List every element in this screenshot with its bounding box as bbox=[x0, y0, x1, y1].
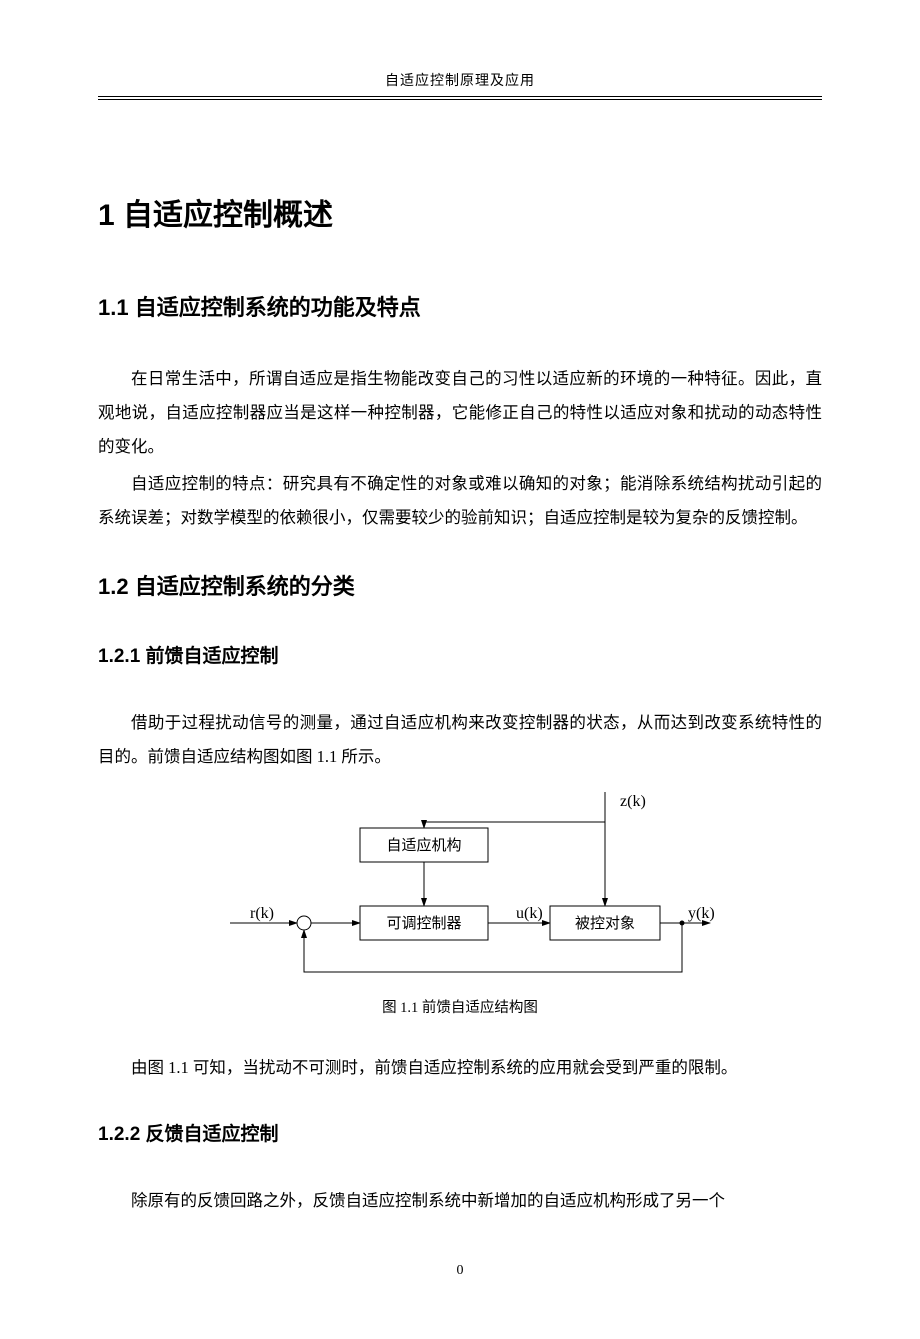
svg-text:可调控制器: 可调控制器 bbox=[386, 915, 461, 932]
section-1-2-1-heading: 1.2.1 前馈自适应控制 bbox=[98, 641, 822, 668]
paragraph: 借助于过程扰动信号的测量，通过自适应机构来改变控制器的状态，从而达到改变系统特性… bbox=[98, 706, 822, 774]
paragraph: 除原有的反馈回路之外，反馈自适应控制系统中新增加的自适应机构形成了另一个 bbox=[98, 1184, 822, 1218]
paragraph: 自适应控制的特点：研究具有不确定性的对象或难以确知的对象；能消除系统结构扰动引起… bbox=[98, 467, 822, 535]
figure-1-1: 自适应机构可调控制器 被控对象 r(k) u(k) y(k) z(k) bbox=[98, 786, 822, 986]
running-head: 自适应控制原理及应用 bbox=[98, 70, 822, 94]
svg-text:u(k): u(k) bbox=[516, 905, 543, 922]
svg-text:r(k): r(k) bbox=[250, 905, 274, 922]
paragraph: 在日常生活中，所谓自适应是指生物能改变自己的习性以适应新的环境的一种特征。因此，… bbox=[98, 362, 822, 463]
section-1-1-heading: 1.1 自适应控制系统的功能及特点 bbox=[98, 290, 822, 322]
paragraph: 由图 1.1 可知，当扰动不可测时，前馈自适应控制系统的应用就会受到严重的限制。 bbox=[98, 1051, 822, 1085]
head-rule bbox=[98, 96, 822, 100]
svg-text:y(k): y(k) bbox=[688, 905, 715, 922]
svg-text:z(k): z(k) bbox=[620, 793, 646, 810]
section-1-2-heading: 1.2 自适应控制系统的分类 bbox=[98, 569, 822, 601]
figure-1-1-caption: 图 1.1 前馈自适应结构图 bbox=[98, 996, 822, 1017]
chapter-heading: 1 自适应控制概述 bbox=[98, 190, 822, 234]
section-1-1-body: 在日常生活中，所谓自适应是指生物能改变自己的习性以适应新的环境的一种特征。因此，… bbox=[98, 362, 822, 535]
page: 自适应控制原理及应用 1 自适应控制概述 1.1 自适应控制系统的功能及特点 在… bbox=[0, 0, 920, 1339]
section-1-2-2-heading: 1.2.2 反馈自适应控制 bbox=[98, 1119, 822, 1146]
section-1-2-1-body: 借助于过程扰动信号的测量，通过自适应机构来改变控制器的状态，从而达到改变系统特性… bbox=[98, 706, 822, 774]
svg-text:被控对象: 被控对象 bbox=[575, 915, 635, 932]
page-number: 0 bbox=[98, 1263, 822, 1279]
figure-1-1-svg: 自适应机构可调控制器 被控对象 r(k) u(k) y(k) z(k) bbox=[190, 786, 730, 986]
svg-text:自适应机构: 自适应机构 bbox=[386, 836, 461, 854]
